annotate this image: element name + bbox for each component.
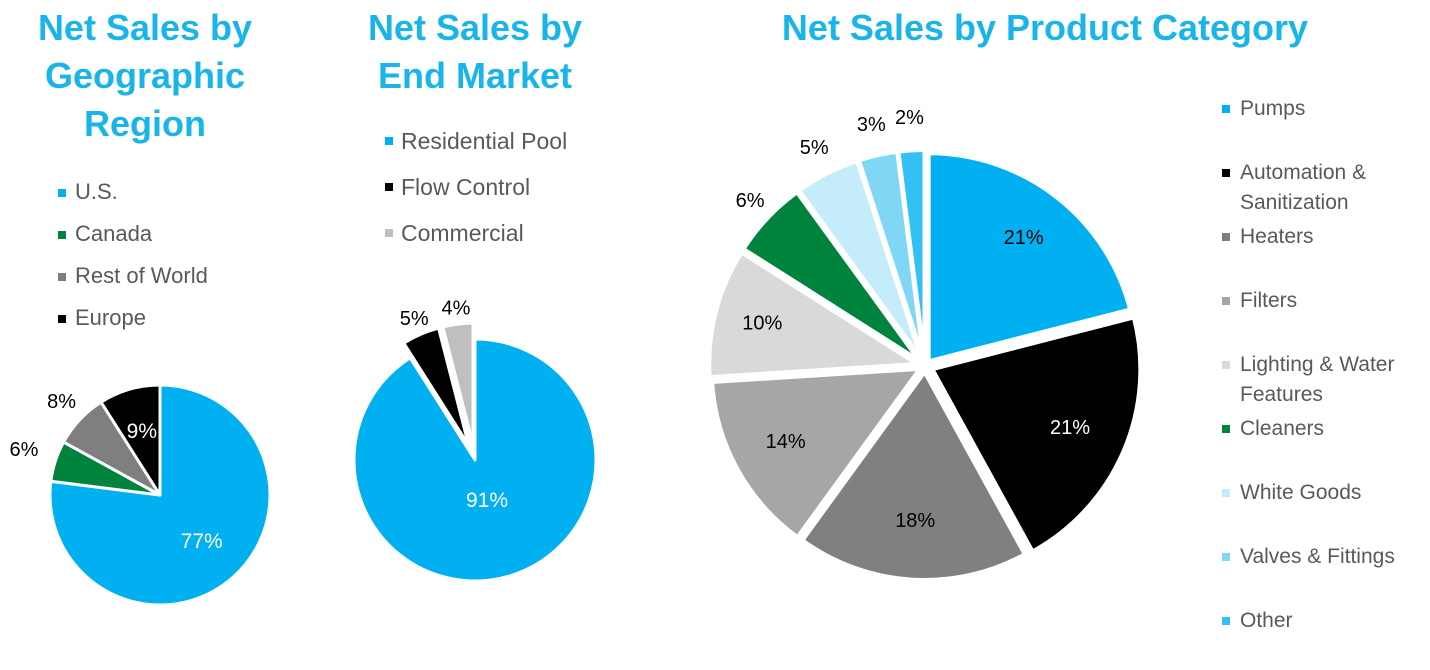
legend-label: Flow Control (401, 174, 531, 200)
product-category-chart-title: Net Sales by Product Category (781, 7, 1309, 48)
legend-label: Lighting & Water Features (1240, 353, 1395, 406)
data-label-u-s: 77% (181, 530, 223, 553)
legend-item-canada: Canada (58, 217, 208, 259)
data-label-residential-pool: 91% (466, 489, 508, 512)
legend-swatch (1222, 233, 1230, 241)
legend-item-white-goods: White Goods (1222, 478, 1395, 542)
pie-slice-pumps (926, 151, 1133, 364)
pie-slice-automation-sanitization (930, 315, 1143, 554)
pie-slice-heaters (800, 369, 1027, 582)
pie-slice-cleaners (741, 190, 922, 363)
legend-swatch (58, 189, 66, 197)
legend-item-flow-control: Flow Control (385, 169, 567, 215)
pie-slice-lighting-water-features (707, 250, 920, 380)
end-market-pie-chart: 91% 5% 4% (352, 297, 598, 583)
legend-item-u-s: U.S. (58, 175, 208, 217)
legend-label: Heaters (1240, 225, 1314, 248)
legend-label: Automation & Sanitization (1240, 161, 1367, 214)
end-market-legend: Residential Pool Flow Control Commercial (385, 123, 567, 261)
legend-label: Europe (75, 305, 146, 330)
pie-slice-other (896, 148, 927, 361)
data-label-pumps: 21% (1004, 227, 1044, 249)
pie-slice-filters (710, 366, 922, 540)
pie-slice-europe (99, 383, 162, 497)
legend-item-heaters: Heaters (1222, 222, 1395, 286)
data-label-cleaners: 6% (736, 190, 765, 212)
legend-item-automation-sanitization: Automation & Sanitization (1222, 158, 1395, 222)
legend-item-lighting-water-features: Lighting & Water Features (1222, 350, 1395, 414)
legend-label: Commercial (401, 220, 524, 246)
legend-swatch (58, 315, 66, 323)
pie-slice-white-goods (797, 159, 924, 361)
legend-label: Pumps (1240, 97, 1306, 120)
legend-label: Rest of World (75, 263, 208, 288)
data-label-flow-control: 5% (400, 308, 429, 330)
legend-label: Other (1240, 609, 1293, 632)
legend-item-pumps: Pumps (1222, 94, 1395, 158)
geographic-region-chart-title: Net Sales by Geographic Region (37, 7, 253, 144)
pie-slice-commercial (441, 321, 475, 446)
legend-item-cleaners: Cleaners (1222, 414, 1395, 478)
legend-item-europe: Europe (58, 301, 208, 343)
legend-swatch (1222, 489, 1230, 497)
legend-swatch (58, 231, 66, 239)
product-category-legend: Pumps Automation & Sanitization Heaters Fil… (1222, 94, 1395, 670)
legend-label: Filters (1240, 289, 1298, 312)
data-label-white-goods: 5% (800, 137, 829, 159)
legend-swatch (1222, 617, 1230, 625)
data-label-valves-fittings: 3% (857, 114, 886, 136)
data-label-rest-of-world: 8% (47, 391, 76, 413)
pie-slice-flow-control (402, 326, 471, 447)
data-label-filters: 14% (766, 431, 806, 453)
legend-label: Valves & Fittings (1240, 545, 1395, 568)
legend-swatch (1222, 425, 1230, 433)
pie-slice-residential-pool (352, 337, 598, 583)
legend-label: Canada (75, 221, 153, 246)
legend-item-commercial: Commercial (385, 215, 567, 261)
legend-label: Residential Pool (401, 128, 568, 154)
legend-swatch (385, 183, 393, 191)
legend-item-rest-of-world: Rest of World (58, 259, 208, 301)
product-category-pie-chart: 21% 21% 18% 14% 10% 6% 5% 3% 2% (707, 107, 1143, 582)
legend-swatch (1222, 297, 1230, 305)
legend-swatch (58, 273, 66, 281)
data-label-commercial: 4% (441, 297, 470, 319)
legend-swatch (1222, 361, 1230, 369)
geographic-region-pie-chart: 77% 6% 8% 9% (10, 383, 272, 607)
legend-label: White Goods (1240, 481, 1362, 504)
legend-item-filters: Filters (1222, 286, 1395, 350)
legend-label: U.S. (75, 179, 118, 204)
data-label-heaters: 18% (895, 510, 935, 532)
legend-item-other: Other (1222, 606, 1395, 670)
data-label-lighting-water-features: 10% (742, 313, 782, 335)
legend-item-valves-fittings: Valves & Fittings (1222, 542, 1395, 606)
legend-label: Cleaners (1240, 417, 1325, 440)
legend-swatch (385, 137, 393, 145)
data-label-canada: 6% (10, 439, 39, 461)
data-label-other: 2% (895, 107, 924, 129)
data-label-europe: 9% (127, 420, 157, 443)
geographic-region-legend: U.S. Canada Rest of World Europe (58, 175, 208, 343)
legend-swatch (1222, 169, 1230, 177)
legend-swatch (385, 229, 393, 237)
data-label-automation-sanitization: 21% (1050, 417, 1090, 439)
end-market-chart-title: Net Sales by End Market (367, 7, 583, 96)
legend-item-residential-pool: Residential Pool (385, 123, 567, 169)
legend-swatch (1222, 553, 1230, 561)
legend-swatch (1222, 105, 1230, 113)
